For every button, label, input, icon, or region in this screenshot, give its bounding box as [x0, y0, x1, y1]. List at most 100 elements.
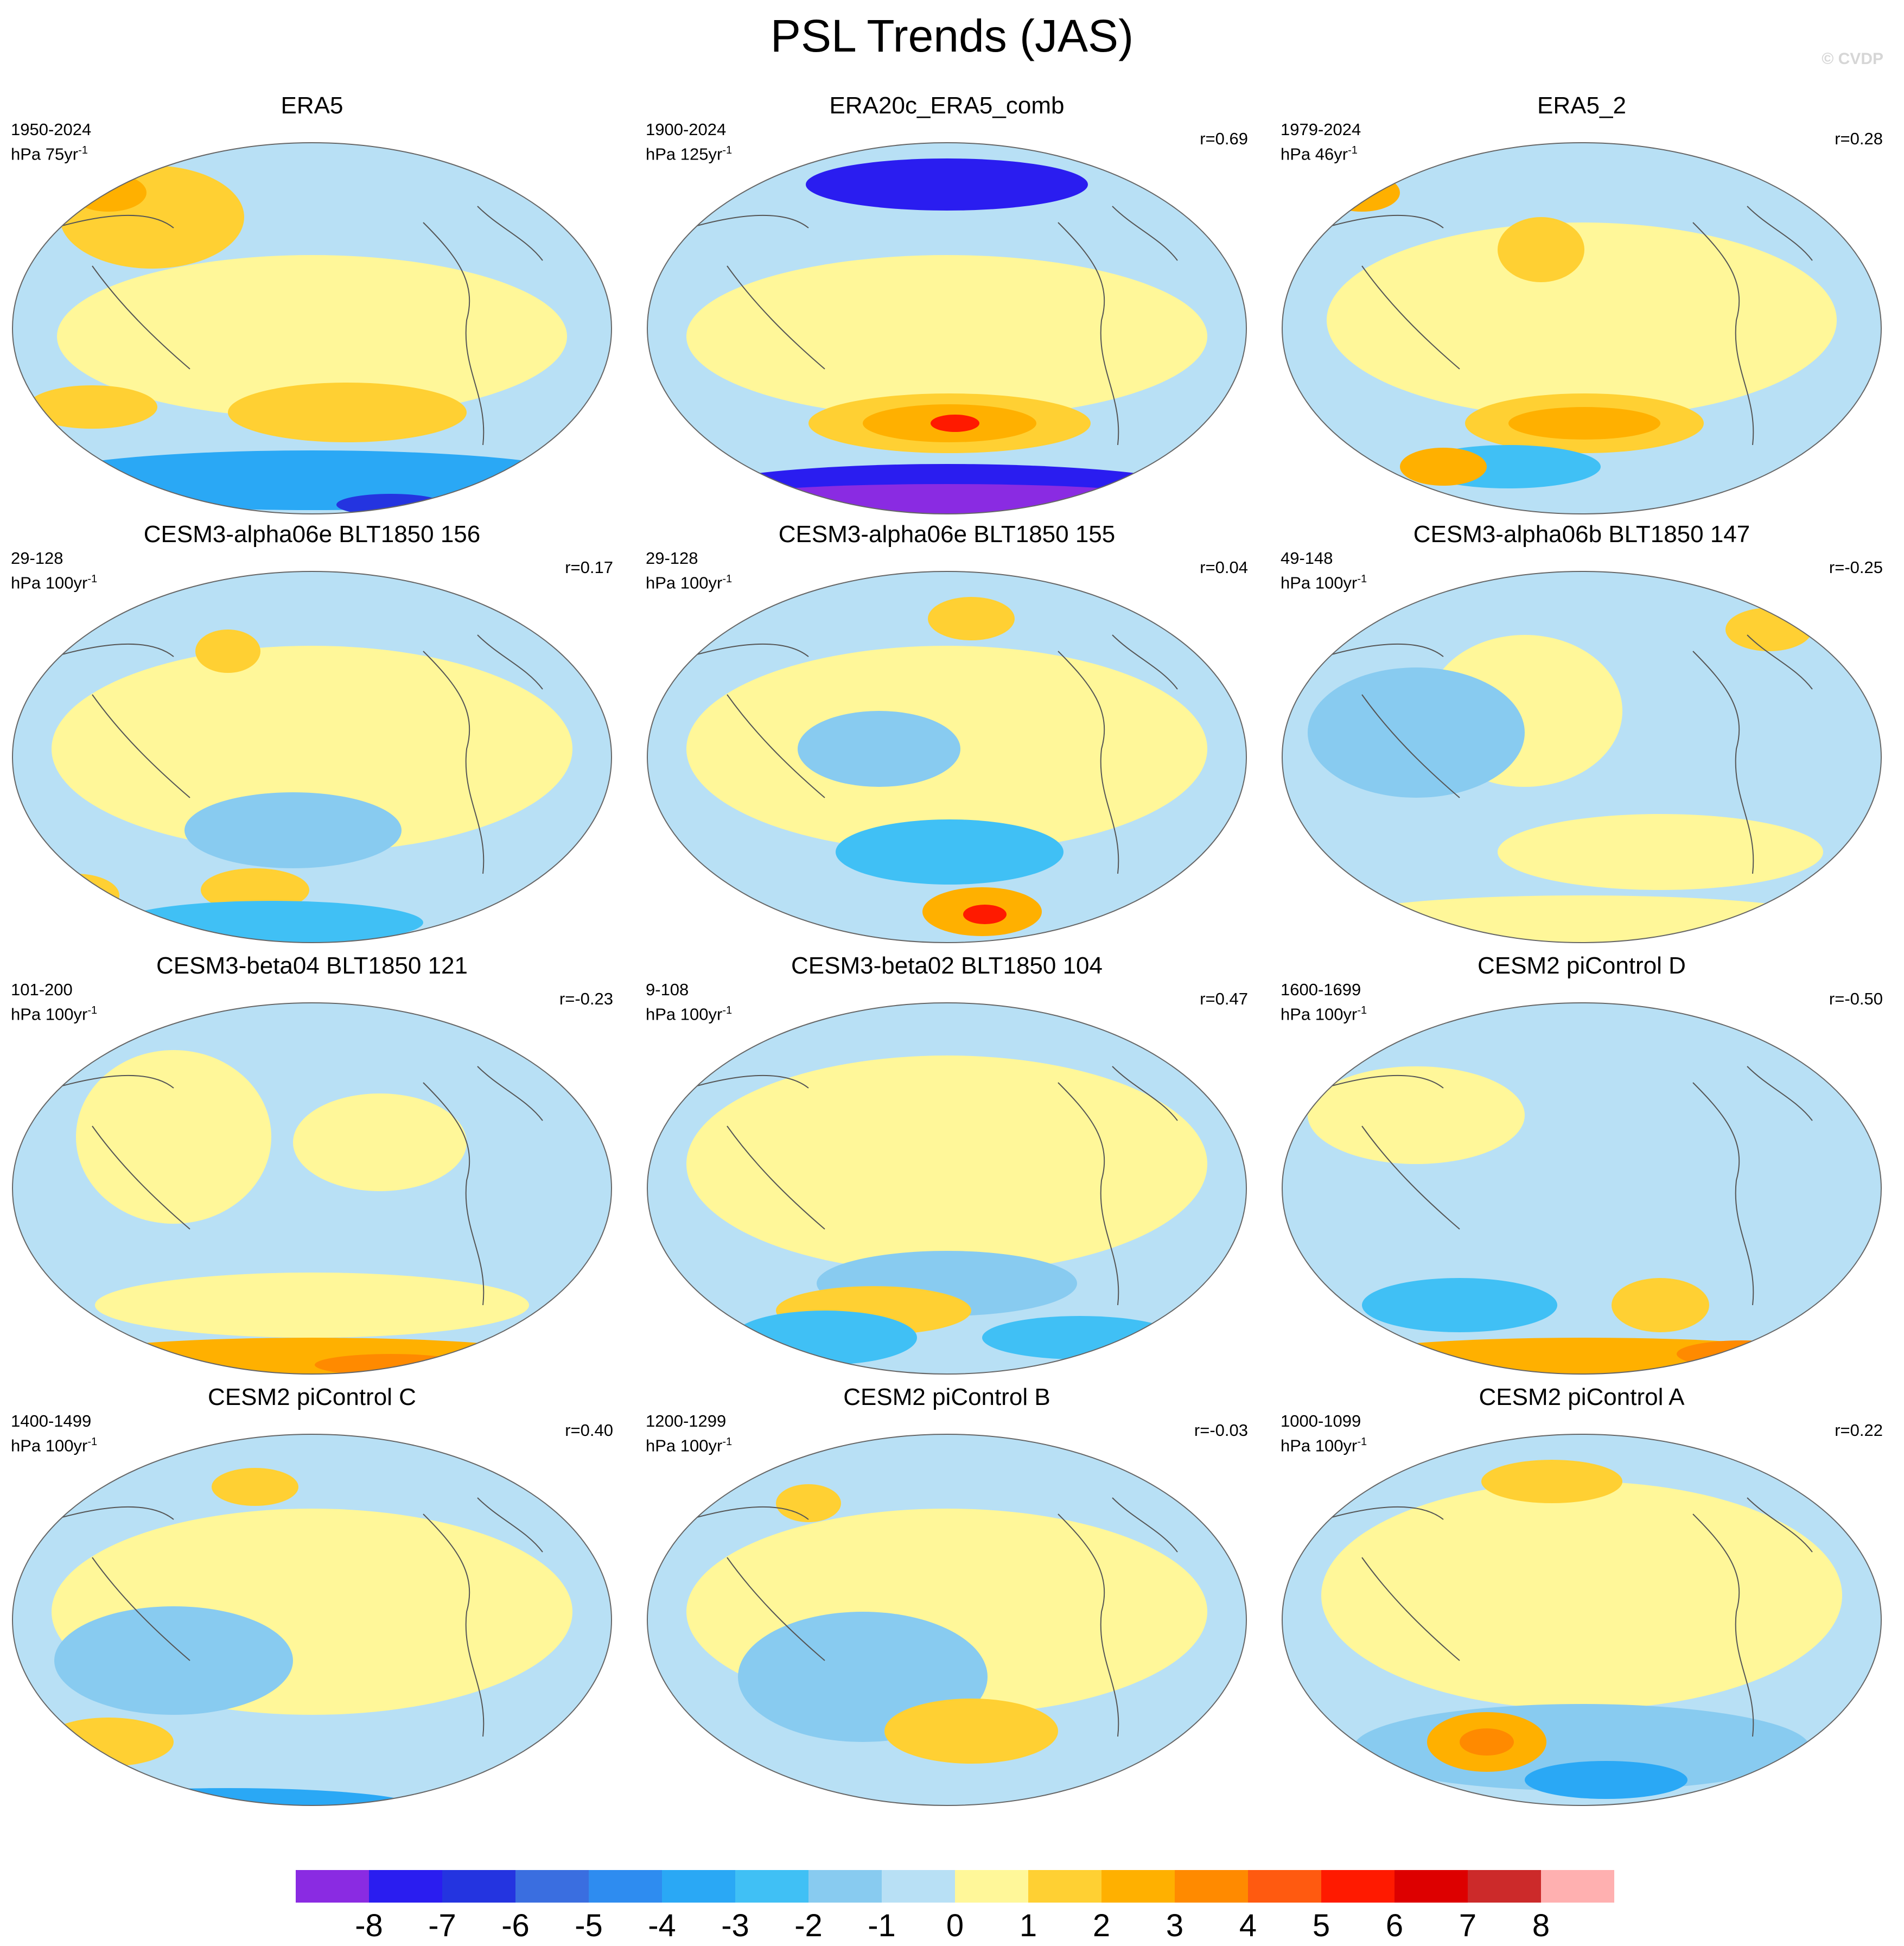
trend-contour-region	[776, 1484, 841, 1522]
panel-title: CESM2 piControl C	[208, 1384, 416, 1410]
trend-contour-region	[1498, 217, 1584, 282]
trend-contour-region	[201, 868, 309, 912]
trend-contour-region	[963, 905, 1007, 924]
units-exponent: -1	[87, 1004, 98, 1016]
panel-correlation: r=-0.03	[1194, 1421, 1248, 1440]
map-panel: ERA5_2 1979-2024 hPa 46yr-1 r=0.28	[1270, 92, 1894, 516]
colorbar-swatch	[589, 1870, 662, 1903]
panel-title: ERA5_2	[1537, 92, 1626, 119]
robinson-map	[1281, 1001, 1883, 1376]
coastline	[689, 206, 1178, 446]
trend-contour-region	[686, 255, 1207, 418]
trend-contour-region	[1308, 667, 1525, 798]
trend-contour-region	[212, 1468, 298, 1506]
colorbar-tick-label: 1	[1019, 1908, 1037, 1943]
trend-contour-region	[1612, 1278, 1709, 1332]
panel-period: 1600-1699 hPa 100yr-1	[1281, 980, 1367, 1024]
robinson-map	[11, 1433, 613, 1807]
panel-units: hPa 100yr	[1281, 1436, 1358, 1455]
map-outline	[1282, 1002, 1882, 1375]
colorbar-swatch	[1175, 1870, 1248, 1903]
colorbar-swatch	[1248, 1870, 1321, 1903]
colorbar-tick-label: -5	[575, 1908, 603, 1943]
colorbar-swatch	[1321, 1870, 1394, 1903]
trend-contour-region	[931, 415, 979, 432]
map-panel: CESM3-alpha06e BLT1850 155 29-128 hPa 100y…	[635, 521, 1259, 944]
trend-contour-region	[884, 1699, 1058, 1764]
colorbar-swatch	[735, 1870, 808, 1903]
robinson-map	[11, 1001, 613, 1376]
trend-contour-region	[57, 255, 567, 418]
map-panel: CESM3-beta02 BLT1850 104 9-108 hPa 100yr-1…	[635, 952, 1259, 1376]
panel-correlation: r=0.22	[1835, 1421, 1883, 1440]
panel-period: 1000-1099 hPa 100yr-1	[1281, 1411, 1367, 1455]
map-panel: CESM2 piControl C 1400-1499 hPa 100yr-1 r=0…	[0, 1384, 624, 1807]
trend-contour-region	[1508, 407, 1660, 440]
panel-title: CESM3-alpha06e BLT1850 156	[143, 521, 481, 548]
panel-correlation: r=-0.23	[559, 989, 613, 1008]
colorbar-tick-label: 3	[1166, 1908, 1184, 1943]
trend-contour-region	[54, 1606, 293, 1715]
robinson-map	[646, 1001, 1248, 1376]
map-outline	[12, 571, 612, 943]
panel-correlation: r=0.17	[565, 558, 613, 577]
units-exponent: -1	[722, 573, 733, 585]
panel-correlation: r=0.04	[1200, 558, 1248, 577]
panel-title: ERA5	[281, 92, 343, 119]
panel-title: CESM3-beta02 BLT1850 104	[791, 952, 1103, 979]
colorbar-swatch	[1028, 1870, 1101, 1903]
colorbar-tick-label: 4	[1239, 1908, 1257, 1943]
coastline	[689, 1066, 1178, 1306]
colorbar-swatch	[1468, 1870, 1541, 1903]
map-panel: CESM2 piControl D 1600-1699 hPa 100yr-1 r=-…	[1270, 952, 1894, 1376]
trend-contour-region	[1362, 1278, 1557, 1332]
trend-contour-region	[982, 1316, 1177, 1359]
map-outline	[1282, 1434, 1882, 1806]
map-panel: ERA20c_ERA5_comb 1900-2024 hPa 125yr-1 r=0.…	[635, 92, 1259, 516]
colorbar-swatch	[515, 1870, 589, 1903]
trend-contour-region	[43, 1718, 174, 1766]
colorbar-swatch	[662, 1870, 735, 1903]
trend-contour-region	[57, 1338, 567, 1374]
panel-period: 9-108 hPa 100yr-1	[646, 980, 733, 1024]
colorbar-swatch	[1541, 1870, 1614, 1903]
trend-contour-region	[1677, 1340, 1807, 1368]
trend-contour-region	[719, 484, 1175, 514]
units-exponent: -1	[722, 1004, 733, 1016]
coastline	[689, 634, 1178, 874]
robinson-map	[1281, 1433, 1883, 1807]
units-exponent: -1	[1348, 144, 1358, 156]
panel-units: hPa 100yr	[646, 573, 723, 593]
trend-contour-region	[836, 819, 1064, 885]
units-exponent: -1	[87, 1436, 98, 1448]
trend-contour-region	[1460, 1728, 1514, 1756]
watermark: © CVDP	[1822, 50, 1883, 68]
units-exponent: -1	[722, 1436, 733, 1448]
trend-contour-region	[1321, 1481, 1842, 1709]
colorbar-swatch	[296, 1870, 369, 1903]
panel-units: hPa 46yr	[1281, 144, 1348, 164]
panel-units: hPa 100yr	[11, 1436, 88, 1455]
panel-units: hPa 100yr	[1281, 1004, 1358, 1024]
panel-title: CESM2 piControl B	[843, 1384, 1050, 1410]
panel-units: hPa 100yr	[646, 1004, 723, 1024]
units-exponent: -1	[1357, 1436, 1367, 1448]
robinson-map	[1281, 570, 1883, 944]
trend-contour-region	[1327, 222, 1837, 418]
colorbar-labels: -8 -7 -6 -5 -4 -3 -2 -1 0 1 2 3 4 5 6 7 8	[296, 1907, 1614, 1945]
trend-contour-region	[184, 792, 402, 868]
colorbar	[296, 1870, 1614, 1903]
map-outline	[647, 142, 1247, 514]
robinson-map	[646, 570, 1248, 944]
figure-title: PSL Trends (JAS)	[770, 10, 1134, 61]
panel-units: hPa 125yr	[646, 144, 723, 164]
coastline	[54, 1497, 543, 1737]
map-outline	[647, 1002, 1247, 1375]
trend-contour-region	[686, 1055, 1207, 1273]
map-outline	[12, 1002, 612, 1375]
map-panel: CESM2 piControl A 1000-1099 hPa 100yr-1 r=0…	[1270, 1384, 1894, 1807]
panel-title: CESM3-alpha06e BLT1850 155	[778, 521, 1116, 548]
units-exponent: -1	[87, 573, 98, 585]
trend-contour-region	[60, 166, 244, 269]
map-panel: CESM2 piControl B 1200-1299 hPa 100yr-1 r=-…	[635, 1384, 1259, 1807]
